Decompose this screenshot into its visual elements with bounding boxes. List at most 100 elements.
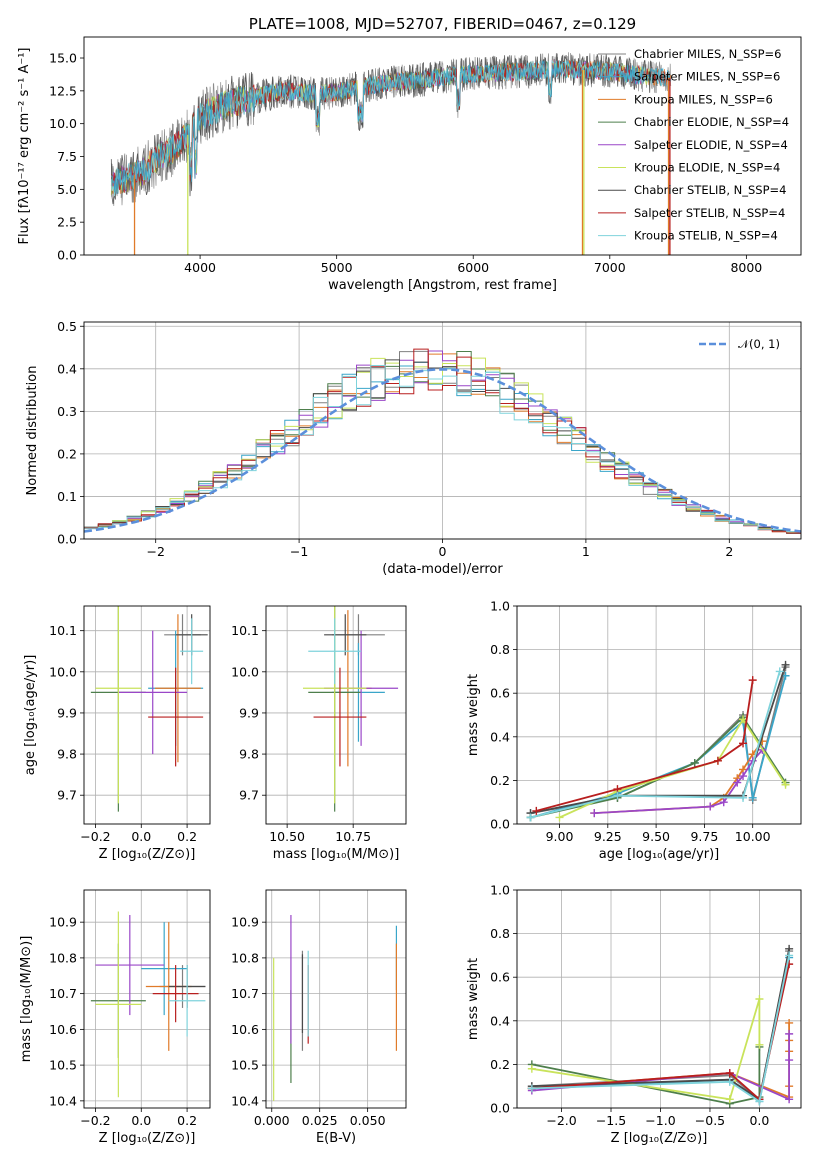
y-tick-label: 0.5 [57, 319, 77, 334]
weight-marker [532, 806, 541, 815]
weight-marker [781, 780, 790, 789]
x-tick-label: 9.50 [642, 829, 670, 844]
weight-marker [725, 1069, 734, 1078]
chart-weight-vs-z: −2.0 −1.5 −1.0 −0.5 0.0 0.0 0.2 0.4 0.6 0.8 1.0 Z [… [466, 883, 802, 1146]
weight-marker [755, 995, 764, 1003]
x-axis-label: age [log₁₀(age/yr)] [599, 847, 720, 862]
legend-entry: Chabrier MILES, N_SSP=6 [634, 47, 781, 61]
y-tick-label: 10.5 [231, 1058, 259, 1073]
histogram-step-8 [84, 365, 801, 539]
y-axis-label: Normed distribution [25, 366, 40, 496]
weight-marker [785, 1056, 794, 1065]
x-tick-label: −1.5 [596, 1113, 626, 1128]
y-tick-label: 9.8 [57, 747, 77, 762]
y-tick-label: 0.8 [490, 642, 510, 657]
chart-mass-vs-z: −0.2 0.0 0.2 10.4 10.5 10.6 10.7 10.8 10.9 Z [log… [19, 889, 211, 1146]
weight-marker [748, 676, 757, 685]
axes-frame [83, 321, 802, 540]
y-tick-label: 10.6 [231, 1022, 259, 1037]
spectrum-legend: Chabrier MILES, N_SSP=6 Salpeter MILES, N… [598, 47, 789, 243]
weight-line-0 [530, 666, 787, 814]
weight-marker [739, 715, 748, 724]
weight-marker [785, 951, 794, 960]
y-tick-label: 9.9 [239, 705, 259, 720]
y-tick-label: 0.3 [57, 404, 77, 419]
y-tick-label: 0.6 [490, 686, 510, 701]
weight-marker [775, 667, 784, 676]
axes-frame [265, 605, 407, 825]
x-tick-label: 5000 [321, 260, 353, 275]
weight-marker [733, 778, 742, 787]
weight-marker [555, 813, 564, 822]
y-tick-label: 10.7 [231, 986, 259, 1001]
weight-marker [527, 1084, 536, 1093]
x-tick-label: 10.00 [735, 829, 771, 844]
x-axis-label: mass [log₁₀(M/M⊙)] [273, 847, 400, 862]
weight-marker [706, 802, 715, 811]
x-tick-label: −0.5 [695, 1113, 725, 1128]
weight-marker [739, 793, 748, 802]
weight-line-5 [531, 998, 761, 1101]
x-axis-label: E(B-V) [316, 1131, 356, 1146]
chart-title: PLATE=1008, MJD=52707, FIBERID=0467, z=0… [249, 15, 636, 33]
x-tick-label: −0.2 [80, 829, 110, 844]
y-tick-label: 10.4 [49, 1093, 77, 1108]
y-tick-label: 0.4 [490, 729, 510, 744]
plot-area [84, 348, 801, 539]
legend-entry: 𝒩(0, 1) [738, 337, 780, 351]
x-tick-label: −2.0 [546, 1113, 576, 1128]
chart-age-vs-z: −0.2 0.0 0.2 9.7 9.8 9.9 10.0 10.1 Z [log₁₀(Z/Z⊙… [23, 605, 211, 862]
y-tick-label: 2.5 [57, 215, 77, 230]
y-tick-label: 0.2 [490, 773, 510, 788]
y-tick-label: 12.5 [49, 83, 77, 98]
weight-line-8 [530, 671, 781, 819]
weight-marker [785, 1095, 794, 1104]
x-tick-label: 0.0 [131, 1113, 151, 1128]
x-tick-label: 10.75 [335, 829, 371, 844]
y-tick-label: 10.1 [49, 623, 77, 638]
x-tick-label: −2 [146, 544, 164, 559]
y-tick-label: 0.4 [490, 1013, 510, 1028]
y-tick-label: 15.0 [49, 51, 77, 66]
legend-entry: Chabrier STELIB, N_SSP=4 [634, 183, 786, 197]
axes-frame [83, 605, 211, 825]
y-tick-label: 9.7 [239, 788, 259, 803]
y-tick-label: 10.0 [49, 116, 77, 131]
weight-marker [748, 793, 757, 802]
y-tick-label: 9.7 [57, 788, 77, 803]
spectrum-line-8 [110, 59, 665, 197]
weight-marker [719, 798, 728, 807]
axes-frame [83, 36, 802, 256]
legend-entry: Kroupa STELIB, N_SSP=4 [634, 229, 778, 243]
x-tick-label: 0.025 [302, 1113, 338, 1128]
y-tick-label: 9.8 [239, 747, 259, 762]
x-axis-label: wavelength [Angstrom, rest frame] [328, 278, 557, 293]
y-tick-label: 10.0 [49, 664, 77, 679]
x-tick-label: 1 [582, 544, 590, 559]
chart-mass-vs-ebv: 0.000 0.025 0.050 10.4 10.5 10.6 10.7 10.8 10.9 E… [231, 889, 407, 1146]
y-axis-label: mass weight [466, 674, 481, 756]
legend-entry: Kroupa ELODIE, N_SSP=4 [634, 161, 780, 175]
y-tick-label: 0.2 [490, 1057, 510, 1072]
plot-area [90, 911, 206, 1098]
weight-marker [590, 809, 599, 818]
x-tick-label: 0 [439, 544, 447, 559]
plot-area [273, 915, 398, 1101]
weight-marker [785, 1018, 794, 1027]
y-tick-label: 0.0 [57, 532, 77, 547]
normal-curve [84, 367, 801, 533]
x-tick-label: 0.0 [749, 1113, 769, 1128]
plot-area [526, 660, 790, 822]
y-axis-label: age [log₁₀(age/yr)] [23, 655, 38, 776]
legend-entry: Salpeter ELODIE, N_SSP=4 [634, 138, 788, 152]
axes-frame [516, 605, 802, 825]
x-tick-label: 2 [725, 544, 733, 559]
y-axis-label: mass [log₁₀(M/M⊙)] [19, 936, 34, 1063]
x-tick-label: −1.0 [645, 1113, 675, 1128]
y-axis-label: Flux [fλ10⁻¹⁷ erg cm⁻² s⁻¹ A⁻¹] [17, 48, 32, 245]
weight-marker [613, 791, 622, 800]
y-axis-label: mass weight [466, 958, 481, 1040]
y-tick-label: 0.2 [57, 446, 77, 461]
y-tick-label: 5.0 [57, 182, 77, 197]
